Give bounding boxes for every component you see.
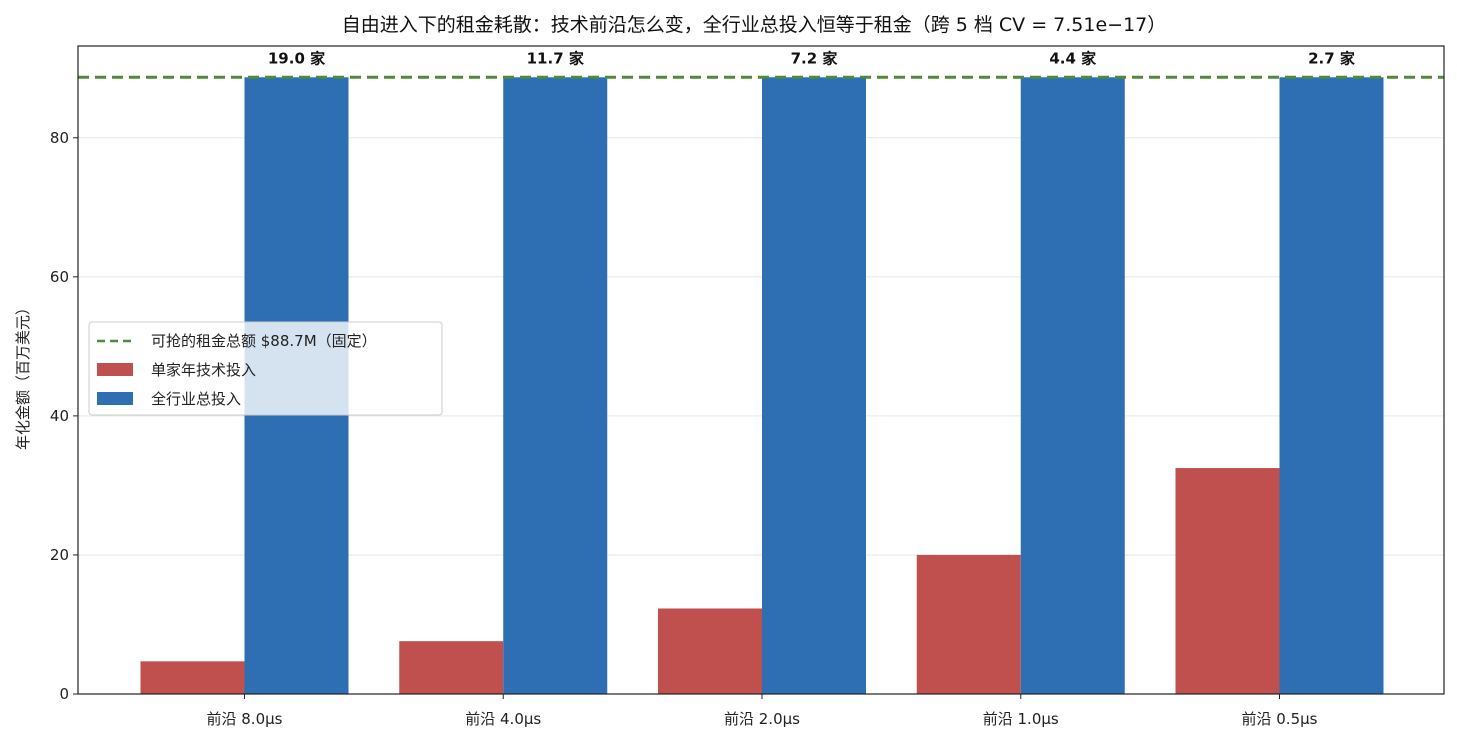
legend-swatch-industry-total bbox=[97, 392, 133, 405]
plot-frame bbox=[77, 45, 1445, 695]
bar-per-firm bbox=[140, 661, 245, 694]
bar-per-firm bbox=[658, 608, 762, 694]
legend-label-per-firm: 单家年技术投入 bbox=[151, 361, 256, 379]
legend: 可抢的租金总额 $88.7M（固定） 单家年技术投入 全行业总投入 bbox=[88, 321, 443, 416]
legend-label-reference-line: 可抢的租金总额 $88.7M（固定） bbox=[151, 332, 377, 350]
y-axis: 0 20 40 60 80 bbox=[50, 129, 78, 703]
bar-industry-total bbox=[503, 77, 608, 695]
bar-per-firm bbox=[916, 554, 1021, 694]
x-tick-label: 前沿 2.0μs bbox=[724, 710, 800, 728]
legend-label-industry-total: 全行业总投入 bbox=[151, 390, 241, 408]
firm-count-label: 11.7 家 bbox=[527, 49, 584, 67]
y-tick-label: 0 bbox=[59, 685, 69, 703]
firm-count-label: 2.7 家 bbox=[1308, 49, 1355, 67]
y-axis-label: 年化金额（百万美元） bbox=[14, 300, 32, 450]
bar-industry-total bbox=[1020, 77, 1125, 695]
bar-industry-total bbox=[762, 77, 866, 695]
x-tick-label: 前沿 8.0μs bbox=[207, 710, 283, 728]
legend-box bbox=[88, 321, 443, 416]
y-tick-label: 20 bbox=[50, 546, 69, 564]
x-tick-label: 前沿 1.0μs bbox=[983, 710, 1059, 728]
chart-title: 自由进入下的租金耗散：技术前沿怎么变，全行业总投入恒等于租金（跨 5 档 CV … bbox=[342, 14, 1167, 36]
bar-per-firm bbox=[1175, 468, 1280, 694]
bar-per-firm bbox=[399, 641, 504, 694]
legend-swatch-per-firm bbox=[97, 363, 133, 376]
x-axis: 前沿 8.0μs 前沿 4.0μs 前沿 2.0μs 前沿 1.0μs 前沿 0.5μs bbox=[207, 694, 1318, 728]
y-tick-label: 60 bbox=[50, 268, 69, 286]
y-tick-label: 80 bbox=[50, 129, 69, 147]
firm-count-label: 7.2 家 bbox=[791, 49, 838, 67]
firm-count-label: 4.4 家 bbox=[1049, 49, 1096, 67]
bar-industry-total bbox=[1279, 77, 1384, 695]
x-tick-label: 前沿 0.5μs bbox=[1242, 710, 1318, 728]
bars-layer bbox=[140, 77, 1384, 695]
x-tick-label: 前沿 4.0μs bbox=[465, 710, 541, 728]
y-tick-label: 40 bbox=[50, 407, 69, 425]
bar-annotations: 19.0 家 11.7 家 7.2 家 4.4 家 2.7 家 bbox=[268, 49, 1355, 67]
firm-count-label: 19.0 家 bbox=[268, 49, 325, 67]
